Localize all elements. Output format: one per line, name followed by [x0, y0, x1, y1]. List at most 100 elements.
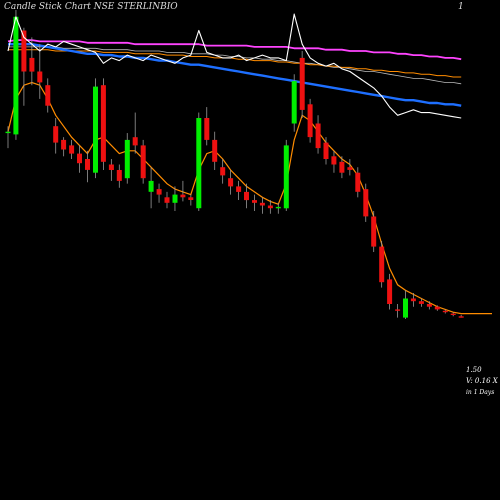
candle-body [252, 200, 257, 203]
candle-body [410, 298, 416, 302]
candle-body [132, 137, 138, 146]
candle [267, 200, 273, 214]
candle-body [156, 189, 162, 195]
candle-body [267, 205, 273, 209]
candle [140, 139, 146, 184]
candle [299, 51, 305, 119]
candle-body [291, 81, 297, 124]
candle-body [204, 118, 210, 140]
candle-body [212, 139, 218, 162]
candle [410, 293, 416, 307]
candle [124, 133, 130, 184]
candle-body [363, 189, 369, 217]
candle-body [196, 118, 202, 209]
candle-body [220, 167, 226, 176]
candle [116, 164, 122, 188]
candle [434, 305, 440, 311]
candle-body [434, 306, 440, 310]
candle-body [45, 85, 51, 106]
candle [355, 167, 361, 198]
candle-body [403, 298, 408, 318]
candle-body [116, 170, 122, 181]
candle-body [53, 126, 59, 143]
candle [204, 107, 210, 146]
candle-body [93, 86, 98, 173]
moving-average-lines [7, 39, 492, 315]
candle [37, 44, 43, 99]
candle-body [450, 313, 456, 315]
candle-body [124, 139, 130, 179]
candle [29, 37, 35, 86]
candle-body [100, 85, 106, 162]
candle [188, 194, 194, 206]
ma-orange-long-line [8, 49, 462, 78]
candle-body [418, 301, 424, 304]
close-price-line [7, 13, 462, 119]
candle [291, 74, 297, 132]
candle [172, 186, 178, 211]
candle [244, 183, 249, 209]
candle [212, 131, 218, 170]
candle [323, 137, 329, 165]
volume-label: V: 0.16 X [466, 377, 498, 385]
candle-body [37, 71, 43, 83]
candle [259, 197, 265, 214]
candle [100, 78, 106, 170]
candle-body [69, 145, 75, 154]
candle-body [299, 57, 305, 110]
candle-body [85, 159, 90, 170]
candle [13, 10, 19, 140]
candle-body [259, 202, 265, 206]
candle [331, 150, 337, 173]
candle [220, 159, 226, 184]
candle-body [244, 191, 249, 201]
candle-body [275, 206, 281, 209]
candle-body [172, 194, 178, 203]
candle-body [108, 164, 114, 170]
candle [236, 180, 242, 201]
candle-body [148, 180, 154, 192]
candle-body [323, 142, 329, 159]
candle-body [29, 57, 35, 72]
candle [403, 290, 408, 320]
candle-body [228, 178, 234, 187]
candle-body [458, 316, 464, 318]
candle [275, 202, 281, 214]
candle [156, 183, 162, 203]
candles [5, 10, 464, 320]
candle-body [395, 309, 401, 311]
candle-body [180, 194, 186, 198]
candle [85, 150, 90, 183]
ma-short-line [7, 81, 492, 315]
candle [228, 169, 234, 195]
candle [196, 112, 202, 211]
candle [53, 118, 59, 154]
chart-title: Candle Stick Chart NSE STERLINBIO [4, 2, 178, 12]
candle-body [21, 30, 27, 72]
candle-body [347, 167, 353, 170]
candle-body [164, 197, 170, 203]
candle-body [442, 310, 448, 313]
candle [252, 194, 257, 211]
candle-body [140, 145, 146, 179]
ma-blue-line [8, 43, 462, 107]
candle [132, 112, 138, 154]
candle [283, 139, 289, 211]
candle-body [188, 197, 194, 200]
candle [69, 139, 75, 160]
candle-body [13, 16, 19, 135]
candle [61, 137, 67, 157]
candle [387, 273, 393, 310]
candle [93, 78, 98, 179]
candle [339, 156, 345, 179]
candle [148, 167, 154, 209]
chart-index-label: 1 [458, 2, 464, 12]
candle [108, 159, 114, 181]
candle [450, 312, 456, 317]
candle [77, 145, 82, 173]
candle [418, 298, 424, 307]
candle [164, 191, 170, 209]
candle-body [379, 246, 385, 283]
candle [371, 211, 377, 253]
